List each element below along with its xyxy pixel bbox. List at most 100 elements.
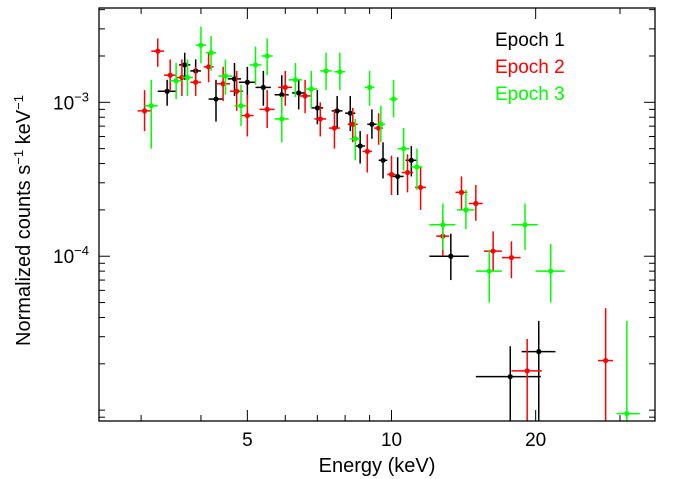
data-marker: [473, 200, 479, 207]
plot-frame: [98, 7, 656, 422]
data-point: [334, 52, 346, 91]
data-marker: [603, 357, 609, 364]
data-marker: [352, 136, 358, 142]
data-marker: [401, 146, 407, 152]
data-marker: [408, 157, 414, 163]
legend-entry-epoch-3: Epoch 3: [495, 84, 565, 105]
data-marker: [331, 125, 338, 131]
data-point: [376, 105, 386, 143]
data-marker: [193, 79, 199, 85]
data-marker: [264, 53, 270, 59]
data-point: [164, 59, 177, 91]
data-marker: [179, 74, 185, 81]
data-marker: [302, 93, 308, 99]
data-marker: [414, 164, 420, 170]
data-point: [367, 109, 377, 139]
x-tick-label: 10: [381, 430, 402, 451]
data-marker: [334, 108, 340, 114]
data-point: [241, 94, 254, 137]
data-marker: [380, 157, 386, 163]
data-point: [230, 70, 244, 111]
data-marker: [292, 77, 299, 83]
x-axis-label: Energy (keV): [319, 455, 436, 477]
data-marker: [244, 79, 250, 85]
data-point: [274, 95, 289, 143]
series-epoch-3: [144, 26, 640, 421]
data-point: [218, 59, 233, 95]
data-point: [157, 79, 177, 106]
data-marker: [404, 169, 411, 176]
y-tick-label: 10−4: [53, 243, 89, 268]
data-marker: [369, 121, 375, 127]
data-point: [345, 95, 356, 132]
data-point: [298, 79, 312, 114]
data-marker: [198, 42, 204, 48]
data-point: [206, 35, 216, 71]
data-marker: [231, 76, 238, 82]
data-marker: [350, 121, 356, 127]
data-marker: [388, 171, 395, 178]
data-point: [331, 95, 343, 129]
data-marker: [366, 84, 373, 90]
data-marker: [244, 112, 250, 119]
y-axis-label: Normalized counts s−1 keV−1: [11, 95, 35, 346]
data-point: [401, 154, 414, 193]
data-marker: [323, 68, 329, 74]
data-marker: [141, 108, 148, 114]
data-marker: [417, 184, 424, 191]
data-marker: [522, 222, 528, 228]
data-marker: [458, 189, 465, 195]
data-marker: [624, 410, 630, 417]
data-point: [203, 52, 214, 83]
data-marker: [279, 92, 285, 98]
data-marker: [507, 374, 513, 380]
data-point: [311, 90, 324, 125]
data-point: [374, 113, 384, 145]
data-marker: [167, 72, 173, 78]
data-point: [288, 63, 302, 98]
data-marker: [463, 207, 469, 213]
data-point: [314, 102, 327, 137]
data-point: [535, 244, 565, 303]
data-marker: [279, 116, 285, 122]
data-point: [350, 118, 361, 161]
data-point: [151, 38, 165, 67]
data-point: [429, 233, 469, 281]
data-marker: [357, 143, 363, 149]
data-marker: [208, 50, 214, 56]
data-marker: [148, 103, 154, 109]
data-marker: [184, 74, 191, 81]
data-marker: [347, 110, 353, 116]
data-marker: [238, 103, 244, 109]
data-point: [249, 46, 262, 85]
y-tick-label: 10−3: [53, 89, 89, 114]
series-epoch-1: [157, 52, 556, 421]
data-marker: [164, 88, 170, 94]
data-point: [179, 52, 191, 80]
data-point: [347, 107, 358, 143]
data-point: [328, 109, 340, 149]
data-point: [137, 90, 152, 132]
data-marker: [337, 69, 343, 75]
data-marker: [314, 105, 320, 111]
data-point: [255, 70, 271, 106]
data-marker: [213, 96, 219, 102]
data-marker: [264, 106, 270, 112]
data-marker: [234, 88, 240, 94]
data-marker: [220, 81, 226, 87]
series-layer: [137, 26, 640, 421]
data-point: [468, 185, 483, 221]
data-marker: [260, 84, 266, 90]
data-point: [234, 84, 248, 127]
data-point: [278, 70, 293, 106]
data-marker: [486, 268, 492, 274]
x-tick-label: 20: [525, 430, 546, 451]
data-marker: [548, 268, 554, 274]
data-point: [483, 231, 502, 272]
legend-entry-epoch-1: Epoch 1: [495, 30, 565, 51]
data-marker: [282, 84, 288, 90]
data-point: [259, 90, 275, 129]
data-marker: [524, 368, 530, 374]
data-point: [364, 70, 375, 106]
